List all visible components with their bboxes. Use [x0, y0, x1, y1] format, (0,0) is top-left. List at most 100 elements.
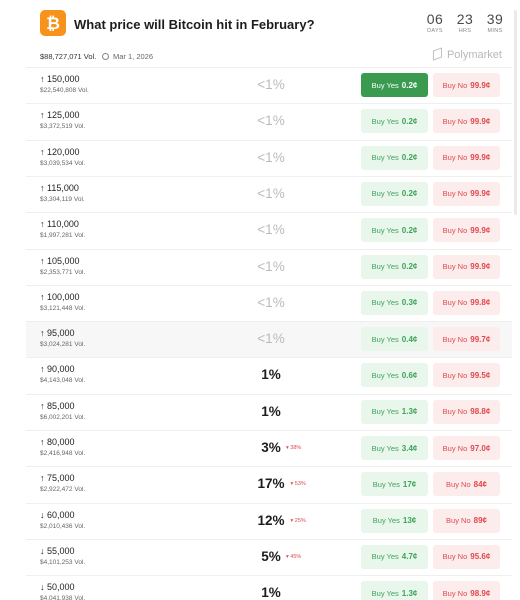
- chance-change: ▾ 45%: [286, 553, 302, 560]
- chance-value: <1%: [257, 77, 285, 92]
- chance-value: 1%: [261, 367, 281, 383]
- countdown-days-label: DAYS: [427, 28, 443, 34]
- market-row[interactable]: ↑ 125,000 $3,372,519 Vol. <1% Buy Yes 0.2…: [26, 103, 512, 139]
- buy-no-price: 99.9¢: [470, 262, 491, 271]
- strike-price: ↑ 105,000: [40, 255, 80, 266]
- buy-no-label: Buy No: [442, 298, 468, 308]
- countdown-minutes: 39 MINS: [484, 11, 506, 35]
- market-row[interactable]: ↓ 55,000 $4,101,253 Vol. 5% ▾ 45% Buy Ye…: [26, 538, 512, 575]
- buy-yes-button[interactable]: Buy Yes 17¢: [361, 472, 428, 497]
- buy-yes-button[interactable]: Buy Yes 1.3¢: [361, 399, 428, 424]
- buy-yes-label: Buy Yes: [371, 407, 399, 417]
- buy-yes-button[interactable]: Buy Yes 0.3¢: [361, 290, 428, 315]
- buy-no-button[interactable]: Buy No 99.5¢: [433, 363, 500, 388]
- chance-value: 3%: [261, 440, 281, 455]
- buy-yes-button[interactable]: Buy Yes 0.4¢: [361, 327, 428, 352]
- buy-yes-button[interactable]: Buy Yes 0.2¢: [361, 109, 428, 134]
- buy-no-price: 99.7¢: [470, 334, 491, 344]
- chance-value: <1%: [257, 149, 285, 165]
- countdown-hours: 23 HRS: [454, 11, 476, 35]
- buy-no-button[interactable]: Buy No 99.9¢: [433, 73, 500, 97]
- buy-yes-price: 0.2¢: [401, 262, 418, 271]
- buy-no-price: 99.9¢: [470, 116, 491, 126]
- buy-no-price: 89¢: [473, 516, 487, 526]
- buy-no-button[interactable]: Buy No 98.9¢: [433, 581, 500, 600]
- buy-yes-label: Buy Yes: [371, 80, 399, 90]
- market-row[interactable]: ↑ 85,000 $6,002,201 Vol. 1% Buy Yes 1.3¢ …: [26, 393, 512, 430]
- market-volume: $3,304,119 Vol.: [40, 195, 85, 203]
- strike-price: ↑ 90,000: [40, 364, 75, 375]
- buy-yes-label: Buy Yes: [371, 588, 399, 598]
- end-date-text: Mar 1, 2026: [113, 52, 154, 61]
- buy-no-label: Buy No: [442, 153, 468, 163]
- clock-icon: [102, 53, 109, 60]
- market-volume: $22,540,808 Vol.: [40, 87, 89, 94]
- end-date: Mar 1, 2026: [102, 52, 153, 61]
- market-row[interactable]: ↑ 75,000 $2,922,472 Vol. 17% ▾ 53% Buy Y…: [26, 466, 512, 502]
- market-row[interactable]: ↑ 105,000 $2,353,771 Vol. <1% Buy Yes 0.2…: [26, 248, 512, 285]
- buy-no-price: 99.5¢: [470, 370, 491, 380]
- buy-yes-button[interactable]: Buy Yes 13¢: [361, 508, 428, 533]
- chance-change: ▾ 53%: [290, 481, 306, 488]
- market-row[interactable]: ↑ 115,000 $3,304,119 Vol. <1% Buy Yes 0.2…: [26, 175, 512, 212]
- chance-value: 12%: [257, 512, 285, 528]
- buy-no-button[interactable]: Buy No 99.9¢: [433, 109, 500, 134]
- market-volume: $2,353,771 Vol.: [40, 268, 86, 276]
- strike-price: ↑ 95,000: [40, 328, 75, 339]
- buy-yes-price: 1.3¢: [401, 588, 418, 598]
- strike-price: ↑ 120,000: [40, 146, 80, 157]
- buy-yes-button[interactable]: Buy Yes 0.2¢: [361, 181, 428, 206]
- polymarket-brand[interactable]: Polymarket: [432, 47, 502, 61]
- buy-yes-label: Buy Yes: [371, 552, 399, 562]
- market-row[interactable]: ↓ 50,000 $4,041,938 Vol. 1% Buy Yes 1.3¢ …: [26, 575, 512, 600]
- buy-yes-button[interactable]: Buy Yes 0.2¢: [361, 254, 428, 279]
- buy-yes-button[interactable]: Buy Yes 0.2¢: [361, 218, 428, 243]
- buy-no-button[interactable]: Buy No 95.6¢: [433, 544, 500, 569]
- buy-yes-price: 13¢: [402, 516, 417, 526]
- market-row[interactable]: ↑ 150,000 $22,540,808 Vol. <1% Buy Yes 0.…: [26, 67, 512, 103]
- market-row[interactable]: ↑ 80,000 $2,416,948 Vol. 3% ▾ 38% Buy Ye…: [26, 430, 512, 466]
- buy-yes-button[interactable]: Buy Yes 4.7¢: [361, 544, 428, 569]
- market-row[interactable]: ↑ 110,000 $1,997,281 Vol. <1% Buy Yes 0.2…: [26, 212, 512, 248]
- market-row[interactable]: ↑ 120,000 $3,039,534 Vol. <1% Buy Yes 0.2…: [26, 139, 512, 176]
- buy-yes-price: 0.2¢: [401, 153, 418, 163]
- buy-yes-price: 0.6¢: [401, 370, 418, 380]
- buy-yes-label: Buy Yes: [371, 334, 399, 344]
- buy-yes-button[interactable]: Buy Yes 0.2¢: [361, 73, 428, 97]
- buy-no-price: 99.9¢: [470, 80, 491, 90]
- buy-no-price: 84¢: [473, 479, 487, 489]
- buy-no-button[interactable]: Buy No 84¢: [433, 472, 500, 497]
- buy-no-button[interactable]: Buy No 99.8¢: [433, 290, 500, 315]
- chance-value: <1%: [257, 222, 285, 238]
- strike-price: ↑ 125,000: [40, 110, 80, 121]
- buy-yes-button[interactable]: Buy Yes 3.4¢: [361, 436, 428, 460]
- chance-value: <1%: [257, 185, 285, 201]
- buy-yes-label: Buy Yes: [372, 516, 400, 526]
- strike-price: ↑ 115,000: [40, 182, 79, 193]
- scrollbar[interactable]: [514, 10, 517, 215]
- buy-no-button[interactable]: Buy No 99.9¢: [433, 145, 500, 170]
- chance-value: <1%: [257, 258, 285, 274]
- strike-price: ↑ 85,000: [40, 400, 75, 411]
- countdown-timer: 06 DAYS 23 HRS 39 MINS: [424, 11, 506, 35]
- countdown-hours-label: HRS: [458, 28, 472, 34]
- buy-no-button[interactable]: Buy No 89¢: [433, 508, 500, 533]
- chance-value: 1%: [261, 403, 281, 419]
- market-row[interactable]: ↓ 60,000 $2,010,436 Vol. 12% ▾ 25% Buy Y…: [26, 502, 512, 539]
- buy-no-button[interactable]: Buy No 99.9¢: [433, 254, 500, 279]
- buy-yes-button[interactable]: Buy Yes 1.3¢: [361, 581, 428, 600]
- market-row[interactable]: ↑ 90,000 $4,143,048 Vol. 1% Buy Yes 0.6¢ …: [26, 357, 512, 393]
- market-row[interactable]: ↑ 100,000 $3,121,448 Vol. <1% Buy Yes 0.3…: [26, 284, 512, 321]
- buy-yes-price: 3.4¢: [401, 443, 418, 453]
- chance-change: ▾ 38%: [286, 445, 302, 451]
- buy-yes-button[interactable]: Buy Yes 0.2¢: [361, 145, 428, 170]
- buy-no-button[interactable]: Buy No 99.7¢: [433, 327, 500, 352]
- market-row[interactable]: ↑ 95,000 $3,024,281 Vol. <1% Buy Yes 0.4¢…: [26, 321, 512, 358]
- buy-no-button[interactable]: Buy No 99.9¢: [433, 218, 500, 243]
- buy-yes-button[interactable]: Buy Yes 0.6¢: [361, 363, 428, 388]
- buy-no-button[interactable]: Buy No 97.0¢: [433, 436, 500, 460]
- buy-no-button[interactable]: Buy No 99.9¢: [433, 181, 500, 206]
- buy-no-button[interactable]: Buy No 98.8¢: [433, 399, 500, 424]
- buy-no-price: 95.6¢: [470, 552, 491, 562]
- market-meta: $88,727,071 Vol. Mar 1, 2026 Polymarket: [40, 47, 502, 64]
